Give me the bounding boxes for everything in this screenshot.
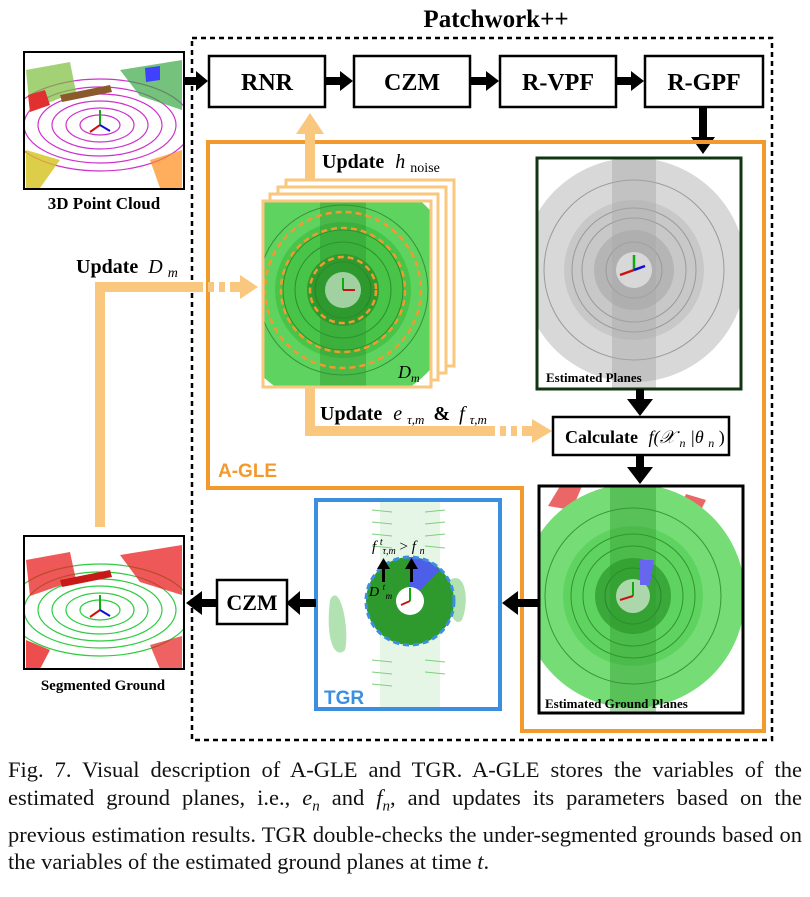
agle-frame bbox=[206, 140, 766, 733]
figure-title: Patchwork++ bbox=[423, 6, 568, 33]
czm-top-label: CZM bbox=[384, 70, 440, 96]
point-cloud-image bbox=[24, 52, 184, 189]
caption-t: t bbox=[477, 849, 484, 874]
rnr-block bbox=[207, 54, 327, 109]
caption-part-2: , and updates its parameters based on th… bbox=[8, 784, 802, 875]
patchwork-frame bbox=[190, 36, 774, 742]
rgpf-label: R-GPF bbox=[667, 70, 740, 96]
calculate-label: Calculate f(𝒳 n |θ n ) bbox=[565, 427, 725, 451]
tgr-label: TGR bbox=[324, 688, 364, 709]
dm-stack-image bbox=[263, 201, 431, 387]
caption-part-1: Fig. 7. Visual description of A-GLE and … bbox=[8, 757, 802, 810]
caption-part-3: . bbox=[483, 849, 490, 874]
tgr-dm-label: D t m bbox=[368, 579, 393, 601]
dm-stack-label: Dm bbox=[397, 362, 420, 385]
update-dm-label: Update D m bbox=[76, 256, 178, 281]
caption-e-sub: n bbox=[312, 798, 320, 814]
tgr-image bbox=[316, 500, 500, 709]
segmented-ground-label: Segmented Ground bbox=[41, 678, 166, 694]
czm-bottom-label: CZM bbox=[226, 590, 278, 615]
rvpf-label: R-VPF bbox=[522, 70, 594, 96]
caption-e: e bbox=[302, 784, 313, 810]
calculate-block bbox=[551, 415, 731, 457]
estimated-planes-label: Estimated Planes bbox=[546, 370, 642, 385]
tgr-condition-label: f t τ,m > f n bbox=[372, 533, 425, 558]
update-ef-label: Update e τ,m & f τ,m bbox=[320, 403, 487, 429]
caption-and: and bbox=[319, 784, 377, 810]
figure-caption: Fig. 7. Visual description of A-GLE and … bbox=[8, 756, 802, 876]
orange-update-arrows bbox=[95, 113, 552, 527]
segmented-ground-image bbox=[24, 536, 184, 669]
caption-f-sub: n bbox=[382, 798, 390, 814]
czm-to-segmented-arrow bbox=[186, 591, 217, 615]
rgpf-block bbox=[643, 54, 765, 109]
egp-label: Estimated Ground Planes bbox=[545, 696, 688, 711]
to-egp-arrow bbox=[627, 455, 653, 484]
caption-f: f bbox=[376, 784, 383, 810]
point-cloud-label: 3D Point Cloud bbox=[48, 194, 161, 213]
to-calculate-arrow bbox=[627, 389, 653, 416]
estimated-planes-image bbox=[537, 158, 741, 389]
rnr-label: RNR bbox=[241, 70, 294, 96]
pipeline-diagram: Patchwork++ 3D Point Cloud RNR CZM R-VPF… bbox=[23, 6, 774, 742]
update-noise-label: Update h noise bbox=[322, 151, 440, 176]
estimated-ground-planes-image bbox=[539, 486, 743, 713]
egp-to-tgr-arrow bbox=[502, 591, 539, 615]
tgr-up-arrows bbox=[377, 558, 418, 582]
tgr-to-czm-arrow bbox=[286, 591, 316, 615]
rvpf-block bbox=[498, 54, 618, 109]
agle-label: A-GLE bbox=[218, 461, 277, 482]
